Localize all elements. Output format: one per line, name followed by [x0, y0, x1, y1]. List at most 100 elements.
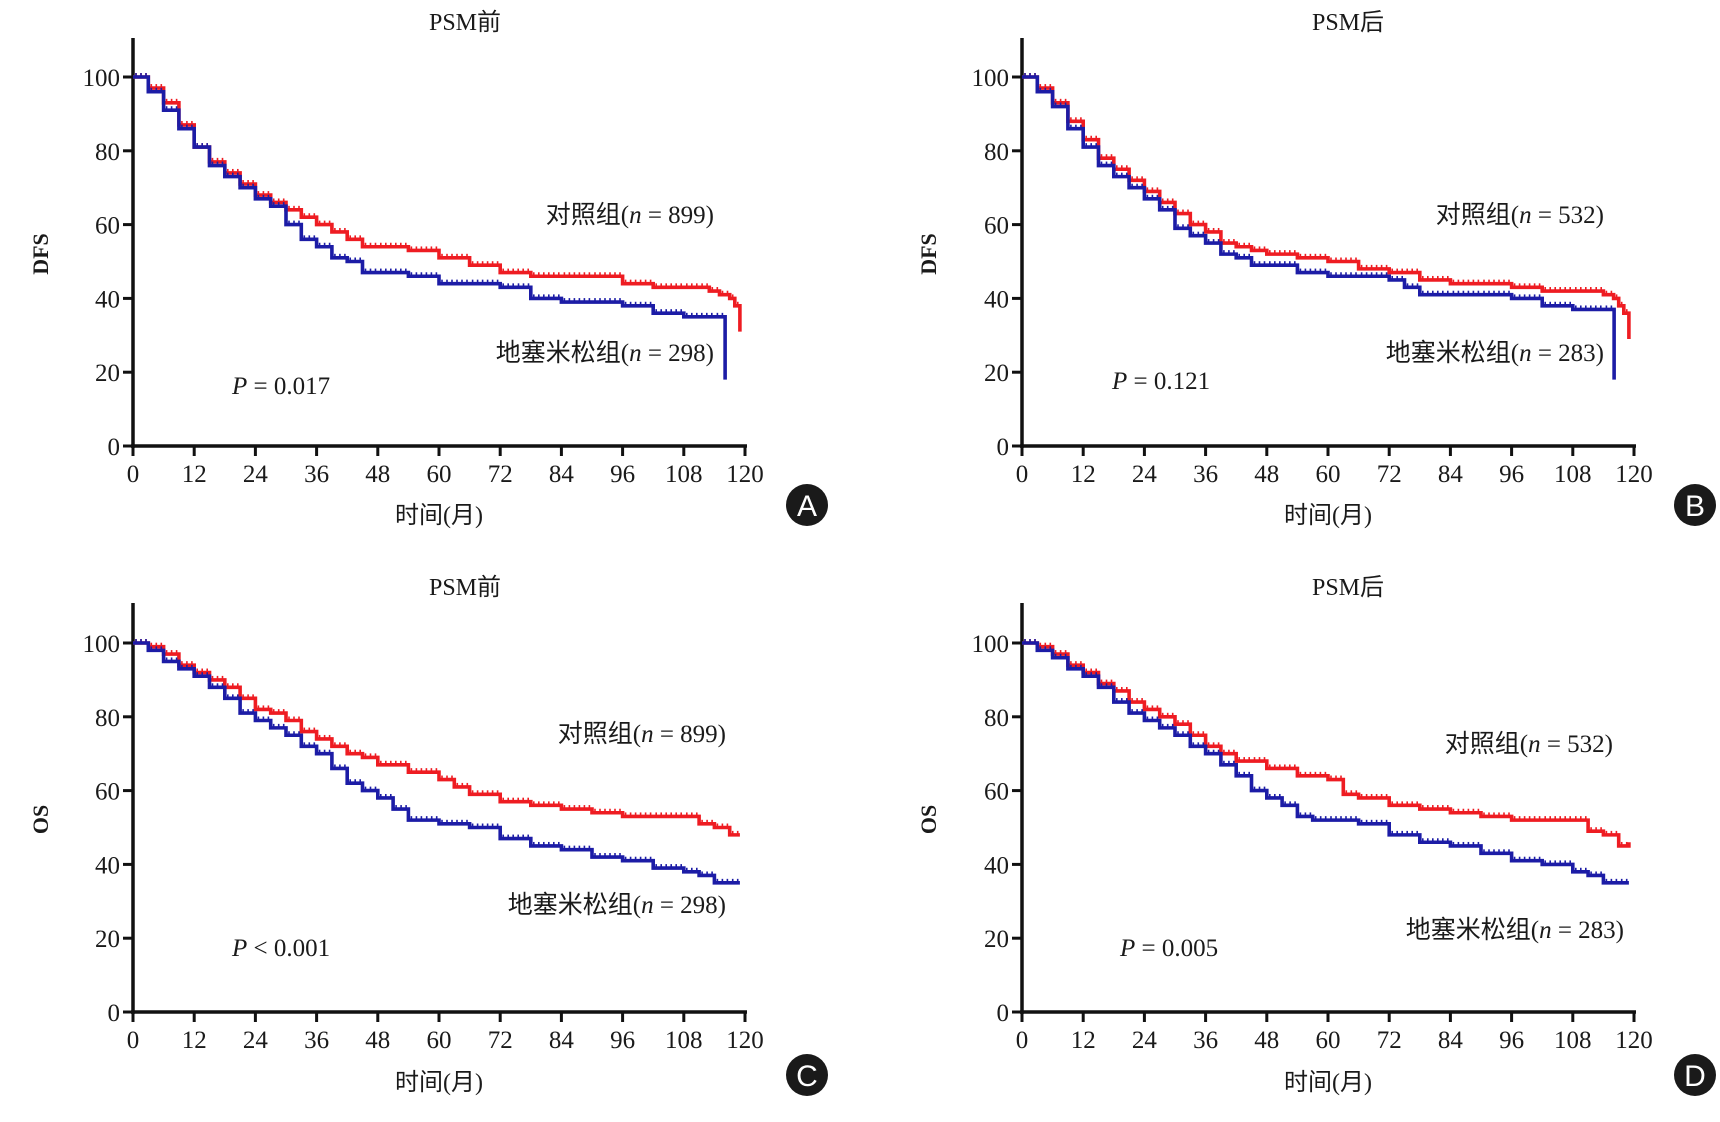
dexamethasone-label-n: n — [1519, 340, 1532, 367]
dexamethasone-label-suffix: = 298) — [654, 892, 726, 919]
y-tick-label: 0 — [997, 434, 1010, 461]
dexamethasone-label-suffix: = 283) — [1532, 340, 1604, 367]
y-tick-label: 80 — [95, 139, 120, 166]
x-tick-label: 0 — [127, 461, 140, 488]
p-value-label: P = 0.121 — [1111, 368, 1210, 395]
x-tick-label: 60 — [1316, 461, 1341, 488]
y-tick-label: 20 — [95, 926, 120, 953]
p-value-label: P = 0.017 — [231, 373, 330, 400]
x-tick-label: 24 — [1132, 461, 1158, 488]
x-tick-label: 96 — [610, 1027, 635, 1054]
x-tick-label: 96 — [1499, 1027, 1524, 1054]
panel-title: PSM前 — [429, 574, 501, 601]
x-tick-label: 96 — [610, 461, 635, 488]
x-tick-label: 84 — [549, 1027, 575, 1054]
x-tick-label: 12 — [182, 1027, 207, 1054]
control-label-prefix: 对照组( — [1436, 201, 1519, 229]
x-tick-label: 24 — [243, 461, 269, 488]
control-censor-marks — [1024, 73, 1628, 314]
panel-title: PSM后 — [1312, 574, 1384, 601]
panel-a: PSM前 0 20 40 60 80 100 0 12 24 36 48 60 72 84 96 108 120 时… — [28, 9, 828, 529]
panel-badge-circle — [1674, 484, 1716, 526]
x-tick-label: 12 — [182, 461, 207, 488]
x-tick-label: 108 — [1554, 461, 1592, 488]
y-tick-label: 60 — [984, 779, 1009, 806]
dexamethasone-label-n: n — [1539, 917, 1552, 944]
y-tick-label: 80 — [984, 139, 1009, 166]
control-label-suffix: = 899) — [642, 202, 714, 229]
control-label-prefix: 对照组( — [1445, 730, 1528, 758]
x-tick-label: 48 — [1254, 461, 1279, 488]
x-tick-label: 0 — [1016, 461, 1029, 488]
panel-badge-letter: C — [796, 1060, 818, 1093]
x-tick-label: 60 — [1316, 1027, 1341, 1054]
dexamethasone-survival-curve — [1022, 641, 1629, 885]
y-tick-label: 20 — [95, 360, 120, 387]
panel-title: PSM前 — [429, 9, 501, 36]
control-group-label: 对照组(n = 532) — [1445, 730, 1613, 758]
y-axis-title: DFS — [28, 233, 53, 275]
y-tick-label: 80 — [984, 705, 1009, 732]
x-axis-title: 时间(月) — [395, 502, 483, 529]
x-tick-label: 48 — [1254, 1027, 1279, 1054]
x-tick-label: 108 — [1554, 1027, 1592, 1054]
dexamethasone-censor-marks — [1024, 73, 1613, 310]
p-value-label: P = 0.005 — [1119, 935, 1218, 962]
panel-badge-circle — [1674, 1054, 1716, 1096]
y-tick-label: 20 — [984, 360, 1009, 387]
p-value-symbol: P — [1119, 935, 1135, 962]
x-tick-label: 24 — [243, 1027, 269, 1054]
y-axis-title: OS — [28, 805, 53, 834]
x-tick-label: 120 — [726, 1027, 764, 1054]
x-axis-title: 时间(月) — [395, 1069, 483, 1096]
control-label-suffix: = 532) — [1532, 202, 1604, 229]
x-tick-label: 84 — [549, 461, 575, 488]
dexamethasone-label-n: n — [629, 340, 642, 367]
x-tick-label: 120 — [1615, 461, 1653, 488]
dexamethasone-label-prefix: 地塞米松组( — [1386, 339, 1519, 367]
control-group-label: 对照组(n = 899) — [546, 201, 714, 229]
x-tick-label: 72 — [488, 461, 513, 488]
p-value-number: = 0.005 — [1135, 935, 1218, 962]
x-tick-label: 48 — [365, 1027, 390, 1054]
control-group-label: 对照组(n = 899) — [558, 720, 726, 748]
x-tick-label: 72 — [1377, 461, 1402, 488]
dexamethasone-label-prefix: 地塞米松组( — [496, 339, 629, 367]
panel-d: PSM后 0 20 40 60 80 100 0 12 24 36 48 60 72 84 96 108 120 时… — [916, 574, 1716, 1096]
y-tick-label: 0 — [108, 1000, 121, 1027]
control-label-prefix: 对照组( — [558, 720, 641, 748]
x-tick-label: 60 — [427, 461, 452, 488]
x-axis-title: 时间(月) — [1284, 502, 1372, 529]
x-tick-label: 60 — [427, 1027, 452, 1054]
y-tick-label: 20 — [984, 926, 1009, 953]
dexamethasone-label-prefix: 地塞米松组( — [508, 891, 641, 919]
x-tick-label: 0 — [127, 1027, 140, 1054]
y-tick-label: 100 — [972, 631, 1010, 658]
dexamethasone-label-prefix: 地塞米松组( — [1406, 916, 1539, 944]
y-tick-label: 60 — [984, 213, 1009, 240]
x-tick-label: 12 — [1071, 461, 1096, 488]
dexamethasone-label-n: n — [641, 892, 654, 919]
x-tick-label: 36 — [1193, 461, 1218, 488]
dexamethasone-group-label: 地塞米松组(n = 283) — [1406, 916, 1624, 944]
dexamethasone-label-suffix: = 298) — [642, 340, 714, 367]
dexamethasone-censor-marks — [135, 639, 739, 883]
control-label-n: n — [1519, 202, 1532, 229]
control-censor-marks — [135, 73, 739, 306]
x-tick-label: 108 — [665, 461, 703, 488]
panel-badge-letter: A — [797, 490, 817, 523]
x-tick-label: 48 — [365, 461, 390, 488]
dexamethasone-label-suffix: = 283) — [1552, 917, 1624, 944]
x-axis-title: 时间(月) — [1284, 1069, 1372, 1096]
x-tick-label: 108 — [665, 1027, 703, 1054]
y-tick-label: 100 — [972, 65, 1010, 92]
dexamethasone-censor-marks — [135, 73, 724, 317]
x-tick-label: 96 — [1499, 461, 1524, 488]
p-value-number: < 0.001 — [247, 935, 330, 962]
x-tick-label: 0 — [1016, 1027, 1029, 1054]
p-value-number: = 0.017 — [247, 373, 330, 400]
x-tick-label: 84 — [1438, 1027, 1464, 1054]
dexamethasone-survival-curve — [133, 75, 727, 380]
x-tick-label: 120 — [1615, 1027, 1653, 1054]
